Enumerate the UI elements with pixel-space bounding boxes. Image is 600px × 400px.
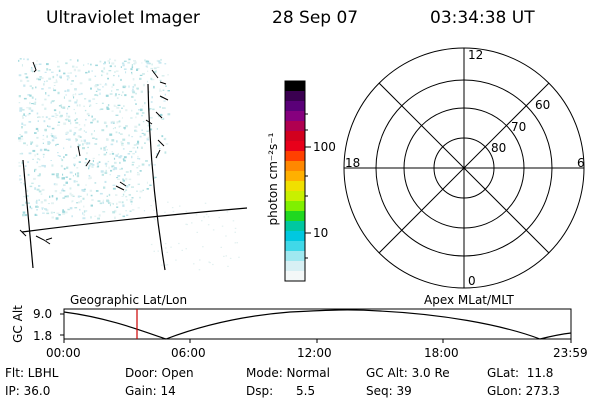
instrument-title: Ultraviolet Imager [46,8,200,28]
colorbar-cell [285,181,305,192]
colorbar-cell [285,121,305,132]
coastline-fragments [19,61,169,245]
ip-value: IP: 36.0 [5,384,51,398]
colorbar-cell [285,211,305,222]
polar-label-dusk: 18 [345,156,361,170]
timeline-x-tick-1800: 18:00 [424,346,459,360]
timeline-y-tick-min: 1.8 [33,329,53,343]
colorbar-cell [285,241,305,252]
colorbar-cell [285,231,305,242]
glon-value: GLon: 273.3 [487,384,560,398]
door-value: Door: Open [125,366,194,380]
colorbar-cell [285,151,305,162]
polar-label-midnight: 0 [468,274,476,288]
polar-diagonal-2 [378,82,550,254]
colorbar-cell [285,251,305,262]
colorbar-cell [285,261,305,272]
timeline-y-ticks [60,313,64,336]
gain-value: Gain: 14 [125,384,176,398]
timeline-x-tick-2359: 23:59 [553,346,588,360]
colorbar-cell [285,111,305,122]
timeline-x-tick-0600: 06:00 [171,346,206,360]
mode-value: Mode: Normal [246,366,330,380]
colorbar-cell [285,191,305,202]
geographic-caption: Geographic Lat/Lon [70,293,188,307]
colorbar-cell [285,161,305,172]
colorbar-tick-100: 100 [313,140,336,154]
polar-label-dawn: 6 [577,156,585,170]
colorbar-cell [285,81,305,92]
colorbar-cell [285,141,305,152]
colorbar-cell [285,271,305,282]
colorbar-tick-10: 10 [313,226,329,240]
seq-value: Seq: 39 [366,384,412,398]
colorbar-cell [285,221,305,232]
colorbar-cell [285,171,305,182]
lat-lon-grid [21,83,248,271]
time-label: 03:34:38 UT [430,8,535,28]
timeline-y-tick-max: 9.0 [33,307,53,321]
uv-emission-speckles [18,58,241,271]
colorbar-cell [285,91,305,102]
colorbar-ticks [305,113,311,259]
timeline-frame [63,308,572,340]
polar-lat-label-70: 70 [511,120,527,134]
colorbar-cells [285,81,305,282]
glat-value: GLat: 11.8 [487,366,554,380]
timeline-x-tick-0000: 00:00 [46,346,81,360]
date-label: 28 Sep 07 [272,8,359,28]
colorbar-cell [285,131,305,142]
dsp-value: Dsp: 5.5 [246,384,316,398]
colorbar-cell [285,201,305,212]
colorbar-cell [285,101,305,112]
timeline-x-tick-1200: 12:00 [297,346,332,360]
polar-lat-label-80: 80 [491,141,507,155]
polar-lat-label-60: 60 [535,98,551,112]
apex-caption: Apex MLat/MLT [424,293,514,307]
timeline-x-ticks [63,339,572,343]
altitude-curve [63,309,572,340]
polar-label-noon: 12 [468,48,484,62]
gc-alt-value: GC Alt: 3.0 Re [366,366,450,380]
filter-value: Flt: LBHL [5,366,59,380]
